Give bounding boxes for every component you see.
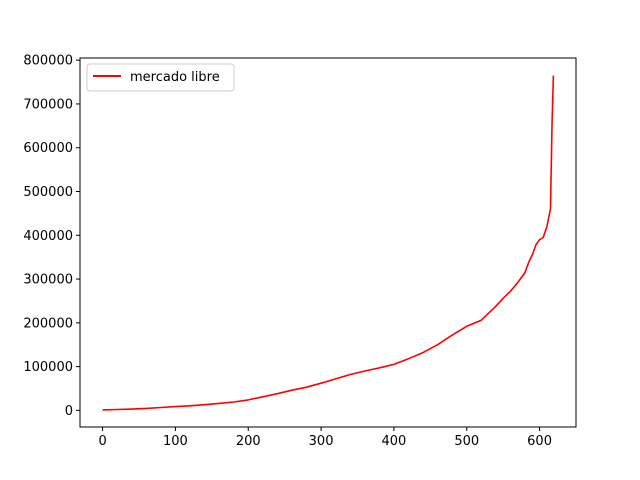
series-line-0 bbox=[102, 75, 555, 411]
y-tick-label: 300000 bbox=[23, 273, 73, 288]
x-axis: 0 100 200 300 400 500 600 bbox=[98, 427, 552, 449]
legend-box bbox=[86, 63, 235, 92]
plot-background bbox=[80, 58, 576, 427]
x-tick-label: 0 bbox=[98, 434, 106, 449]
y-tick-label: 200000 bbox=[23, 316, 73, 331]
x-tick-label: 100 bbox=[163, 434, 188, 449]
x-tick-label: 400 bbox=[382, 434, 407, 449]
x-tick-label: 300 bbox=[309, 434, 334, 449]
x-tick-label: 600 bbox=[527, 434, 552, 449]
legend-label: mercado libre bbox=[130, 70, 220, 85]
legend: mercado libre bbox=[86, 63, 235, 92]
y-tick-label: 400000 bbox=[23, 229, 73, 244]
y-tick-label: 500000 bbox=[23, 185, 73, 200]
y-axis: 0 100000 200000 300000 400000 500000 600000 700… bbox=[23, 54, 80, 419]
y-tick-label: 700000 bbox=[23, 97, 73, 112]
y-tick-label: 600000 bbox=[23, 141, 73, 156]
plot-frame bbox=[79, 57, 577, 428]
x-tick-label: 200 bbox=[236, 434, 261, 449]
plot-area bbox=[79, 57, 577, 428]
series-layer bbox=[102, 75, 555, 411]
x-tick-label: 500 bbox=[454, 434, 479, 449]
y-tick-label: 100000 bbox=[23, 360, 73, 375]
y-tick-label: 0 bbox=[65, 404, 73, 419]
y-tick-label: 800000 bbox=[23, 54, 73, 69]
